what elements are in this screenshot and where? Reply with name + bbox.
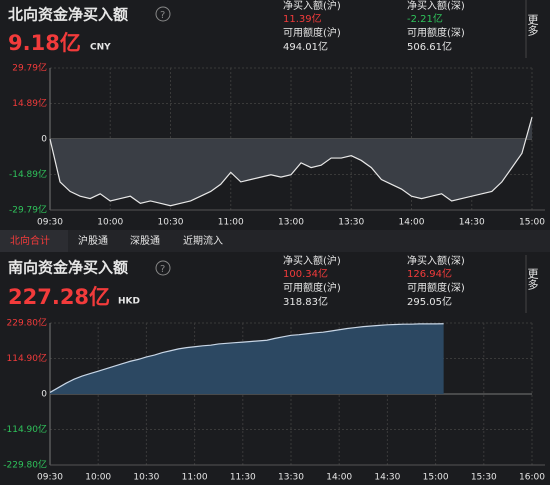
- x-tick-label: 09:30: [37, 218, 63, 228]
- stat-label: 可用额度(深): [407, 26, 465, 39]
- south-title: 南向资金净买入额: [8, 259, 128, 277]
- tab-bar: [0, 230, 550, 252]
- stat-value: 126.94亿: [407, 267, 452, 280]
- x-tick-label: 13:30: [278, 473, 304, 483]
- stat-label: 净买入额(深): [407, 0, 465, 12]
- y-tick-label: -114.90亿: [3, 423, 47, 435]
- stat-value: 295.05亿: [407, 295, 452, 308]
- y-tick-label: -14.89亿: [9, 168, 47, 180]
- y-tick-label: 14.89亿: [12, 97, 47, 109]
- x-tick-label: 15:30: [471, 473, 497, 483]
- line: [49, 323, 444, 393]
- stat-value: 506.61亿: [407, 40, 452, 53]
- area: [50, 117, 532, 206]
- x-tick-label: 11:00: [218, 218, 244, 228]
- stat-value: 100.34亿: [283, 267, 328, 280]
- stat-value: 494.01亿: [283, 40, 328, 53]
- x-tick-label: 14:30: [374, 473, 400, 483]
- x-tick-label: 15:00: [519, 218, 545, 228]
- tab[interactable]: 近期流入: [183, 234, 223, 247]
- tab-active-bg: [0, 230, 68, 252]
- stat-label: 可用额度(沪): [283, 26, 341, 39]
- north-title: 北向资金净买入额: [8, 6, 128, 24]
- tab[interactable]: 深股通: [130, 235, 160, 247]
- stat-value: -2.21亿: [407, 12, 443, 25]
- y-tick-label: 0: [41, 390, 47, 400]
- north-amount: 9.18亿: [8, 31, 81, 55]
- tab[interactable]: 沪股通: [78, 234, 108, 247]
- y-tick-label: 29.79亿: [12, 62, 47, 74]
- south-currency: HKD: [118, 297, 140, 307]
- stat-label: 净买入额(深): [407, 254, 465, 267]
- x-tick-label: 10:00: [97, 218, 123, 228]
- help-icon[interactable]: [155, 6, 171, 22]
- y-tick-label: -29.79亿: [9, 204, 47, 216]
- x-tick-label: 14:00: [399, 218, 425, 228]
- south-amount: 227.28亿: [8, 285, 110, 309]
- stat-label: 可用额度(沪): [283, 281, 341, 294]
- x-tick-label: 11:00: [182, 473, 208, 483]
- x-tick-label: 10:30: [158, 218, 184, 228]
- y-tick-label: 229.80亿: [7, 317, 48, 329]
- stat-label: 可用额度(深): [407, 281, 465, 294]
- x-tick-label: 14:00: [326, 473, 352, 483]
- line: [49, 116, 533, 207]
- y-tick-label: -229.80亿: [3, 459, 47, 471]
- y-tick-label: 114.90亿: [7, 352, 48, 364]
- help-mark: ?: [160, 264, 165, 275]
- stat-value: 318.83亿: [283, 295, 328, 308]
- stat-label: 净买入额(沪): [283, 0, 341, 12]
- help-icon[interactable]: [155, 260, 171, 276]
- stat-value: 11.39亿: [283, 12, 322, 25]
- help-mark: ?: [160, 10, 165, 21]
- north-currency: CNY: [90, 43, 111, 53]
- area: [50, 323, 444, 394]
- x-tick-label: 11:30: [230, 473, 256, 483]
- x-tick-label: 10:30: [133, 473, 159, 483]
- x-tick-label: 14:30: [459, 218, 485, 228]
- x-tick-label: 15:00: [423, 473, 449, 483]
- x-tick-label: 16:00: [519, 473, 545, 483]
- tab[interactable]: 北向合计: [10, 234, 50, 247]
- x-tick-label: 13:00: [278, 218, 304, 228]
- x-tick-label: 10:00: [85, 473, 111, 483]
- more-button[interactable]: 更多: [526, 14, 539, 37]
- more-button[interactable]: 更多: [526, 268, 539, 291]
- x-tick-label: 09:30: [37, 473, 63, 483]
- x-tick-label: 13:30: [338, 218, 364, 228]
- stat-label: 净买入额(沪): [283, 254, 341, 267]
- y-tick-label: 0: [41, 135, 47, 145]
